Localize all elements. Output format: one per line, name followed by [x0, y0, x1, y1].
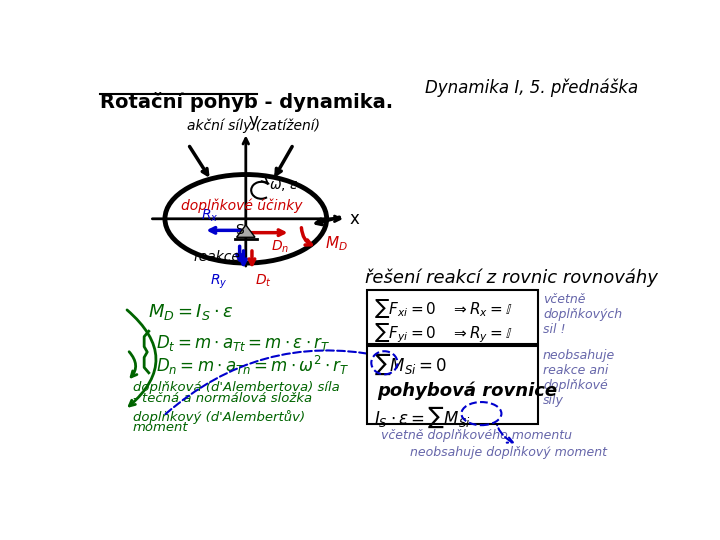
Text: x: x — [350, 210, 359, 228]
Text: pohybová rovnice: pohybová rovnice — [377, 381, 557, 400]
Text: Rotační pohyb - dynamika.: Rotační pohyb - dynamika. — [99, 92, 392, 112]
Polygon shape — [237, 225, 255, 237]
Text: $R_x$: $R_x$ — [201, 208, 219, 224]
FancyBboxPatch shape — [367, 346, 539, 424]
Text: S: S — [235, 224, 244, 238]
Text: $D_n$: $D_n$ — [271, 239, 289, 255]
Text: $M_D = I_S \cdot \varepsilon$: $M_D = I_S \cdot \varepsilon$ — [148, 302, 233, 322]
Text: $\sum F_{xi} = 0 \quad \Rightarrow R_x = \mathbb{I}$: $\sum F_{xi} = 0 \quad \Rightarrow R_x =… — [374, 296, 512, 320]
Text: doplňkový (d'Alembertův): doplňkový (d'Alembertův) — [132, 410, 305, 424]
Text: Dynamika I, 5. přednáška: Dynamika I, 5. přednáška — [426, 79, 639, 97]
Text: neobsahuje doplňkový moment: neobsahuje doplňkový moment — [410, 446, 607, 459]
Text: reakce: reakce — [194, 251, 240, 264]
Text: doplňkové účinky: doplňkové účinky — [181, 199, 302, 213]
Text: včetně
doplňkových
sil !: včetně doplňkových sil ! — [543, 294, 622, 336]
Text: $D_n = m \cdot a_{Tn} = m \cdot \omega^2 \cdot r_T$: $D_n = m \cdot a_{Tn} = m \cdot \omega^2… — [156, 354, 349, 377]
Text: $D_t$: $D_t$ — [255, 273, 272, 289]
Text: $I_S \cdot \varepsilon = \sum M_{Si}$: $I_S \cdot \varepsilon = \sum M_{Si}$ — [374, 404, 470, 430]
Text: akční síly (zatížení): akční síly (zatížení) — [187, 118, 320, 132]
Text: řešení reakcí z rovnic rovnováhy: řešení reakcí z rovnic rovnováhy — [365, 268, 658, 287]
Text: $\omega$, $\varepsilon$: $\omega$, $\varepsilon$ — [269, 179, 298, 193]
Text: včetně doplňkového momentu: včetně doplňkového momentu — [382, 429, 572, 442]
Text: doplňková (d'Alembertova) síla: doplňková (d'Alembertova) síla — [132, 381, 339, 394]
Text: $D_t = m \cdot a_{Tt} = m \cdot \varepsilon \cdot r_T$: $D_t = m \cdot a_{Tt} = m \cdot \varepsi… — [156, 333, 330, 353]
FancyBboxPatch shape — [367, 291, 539, 345]
Text: $\sum M_{Si} = 0$: $\sum M_{Si} = 0$ — [374, 352, 447, 377]
Text: $R_y$: $R_y$ — [210, 273, 228, 291]
Text: neobsahuje
reakce ani
doplňkové
síly: neobsahuje reakce ani doplňkové síly — [543, 349, 616, 407]
Text: $M_D$: $M_D$ — [325, 234, 348, 253]
Text: y: y — [248, 112, 258, 130]
Text: $\sum F_{yi} = 0 \quad \Rightarrow R_y = \mathbb{I}$: $\sum F_{yi} = 0 \quad \Rightarrow R_y =… — [374, 321, 512, 345]
Text: - tečná a normálová složka: - tečná a normálová složka — [132, 392, 312, 405]
Text: moment: moment — [132, 421, 188, 434]
